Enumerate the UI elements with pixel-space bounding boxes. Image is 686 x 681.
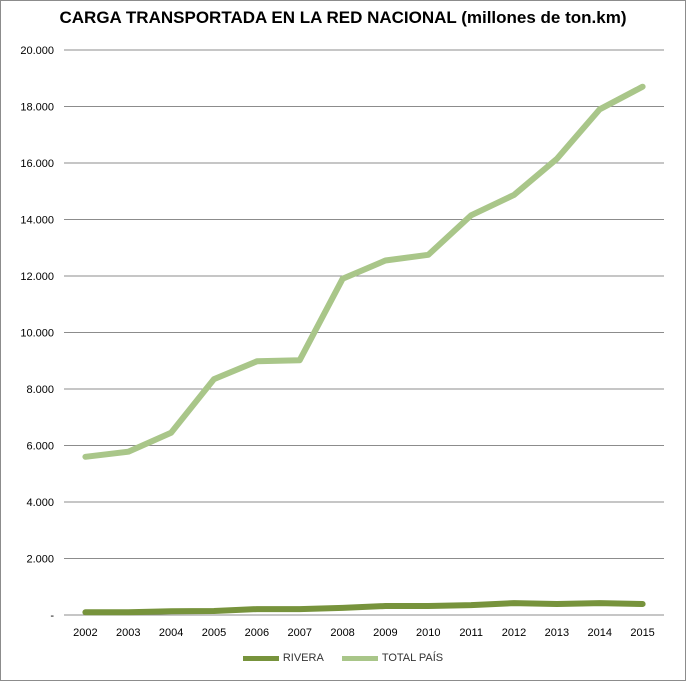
y-tick-label: 2.000 bbox=[26, 554, 54, 566]
x-tick-label: 2010 bbox=[416, 627, 440, 639]
legend-item: RIVERA bbox=[242, 652, 324, 664]
x-tick-label: 2007 bbox=[287, 627, 311, 639]
series-line-0 bbox=[82, 600, 646, 616]
x-tick-label: 2004 bbox=[159, 627, 183, 639]
chart-title: CARGA TRANSPORTADA EN LA RED NACIONAL (m… bbox=[59, 8, 627, 27]
legend-label: TOTAL PAÍS bbox=[381, 652, 444, 664]
x-tick-label: 2005 bbox=[202, 627, 226, 639]
gridlines bbox=[64, 49, 664, 616]
x-tick-label: 2014 bbox=[587, 627, 611, 639]
x-tick-label: 2003 bbox=[116, 627, 140, 639]
y-axis-ticks: - 2.000 4.000 6.000 8.000 10.000 12.000 14.000 1… bbox=[20, 45, 54, 622]
y-tick-label: 18.000 bbox=[20, 102, 54, 114]
legend-swatch bbox=[242, 655, 279, 661]
y-tick-label: 16.000 bbox=[20, 158, 54, 170]
y-tick-label: 4.000 bbox=[26, 497, 54, 509]
x-tick-label: 2008 bbox=[330, 627, 354, 639]
legend-label: RIVERA bbox=[282, 652, 324, 664]
y-tick-label: 6.000 bbox=[26, 441, 54, 453]
y-tick-label: 12.000 bbox=[20, 271, 54, 283]
x-tick-label: 2006 bbox=[245, 627, 269, 639]
y-tick-label: 8.000 bbox=[26, 384, 54, 396]
legend-item: TOTAL PAÍS bbox=[341, 652, 444, 664]
x-tick-label: 2012 bbox=[502, 627, 526, 639]
y-tick-label: - bbox=[50, 610, 54, 622]
x-tick-label: 2015 bbox=[630, 627, 654, 639]
legend-swatch bbox=[341, 655, 378, 661]
x-tick-label: 2011 bbox=[459, 627, 483, 639]
y-tick-label: 10.000 bbox=[20, 328, 54, 340]
x-tick-label: 2002 bbox=[73, 627, 97, 639]
x-axis-ticks: 2002 2003 2004 2005 2006 2007 2008 2009 2010 2011… bbox=[73, 627, 655, 639]
series-lines bbox=[82, 83, 646, 616]
y-tick-label: 20.000 bbox=[20, 45, 54, 57]
x-tick-label: 2009 bbox=[373, 627, 397, 639]
y-tick-label: 14.000 bbox=[20, 215, 54, 227]
series-line-1 bbox=[82, 83, 646, 460]
legend: RIVERA TOTAL PAÍS bbox=[0, 652, 686, 664]
x-tick-label: 2013 bbox=[545, 627, 569, 639]
